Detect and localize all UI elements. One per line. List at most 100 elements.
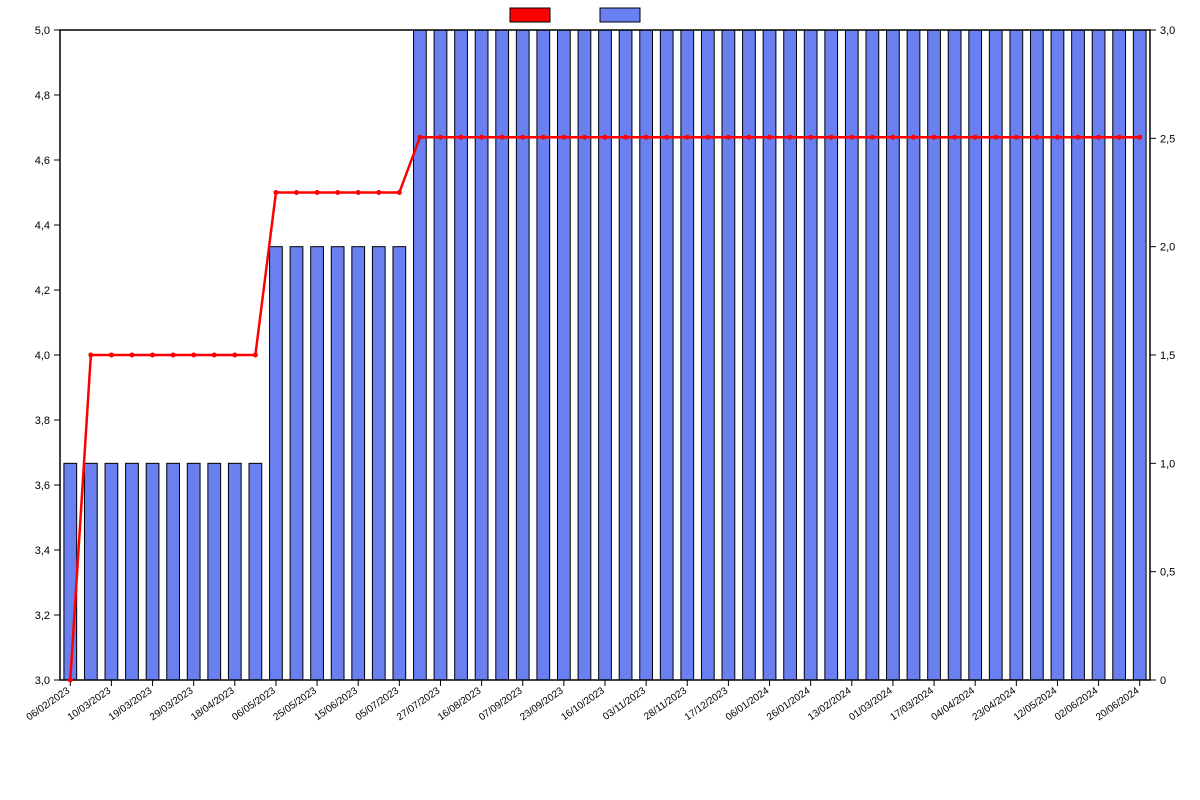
line-marker [746, 135, 751, 140]
x-axis: 06/02/202310/03/202319/03/202329/03/2023… [25, 680, 1142, 723]
bar [228, 463, 241, 680]
bar [845, 30, 858, 680]
line-marker [376, 190, 381, 195]
left-axis-tick-label: 3,0 [35, 675, 50, 687]
x-axis-tick-label: 02/06/2024 [1053, 685, 1101, 723]
line-marker [870, 135, 875, 140]
line-marker [417, 135, 422, 140]
bar [907, 30, 920, 680]
line-marker [829, 135, 834, 140]
bar [825, 30, 838, 680]
line-marker [685, 135, 690, 140]
left-axis-tick-label: 3,2 [35, 610, 50, 622]
x-axis-tick-label: 06/01/2024 [724, 685, 772, 723]
x-axis-tick-label: 26/01/2024 [765, 685, 813, 723]
x-axis-tick-label: 20/06/2024 [1094, 685, 1142, 723]
line-marker [212, 353, 217, 358]
bar [455, 30, 468, 680]
bar [1031, 30, 1044, 680]
bar [167, 463, 180, 680]
right-axis-tick-label: 1,0 [1160, 458, 1175, 470]
line-marker [171, 353, 176, 358]
left-axis-tick-label: 3,4 [35, 545, 50, 557]
bar [84, 463, 97, 680]
bar [784, 30, 797, 680]
x-axis-tick-label: 04/04/2024 [930, 685, 978, 723]
combo-chart: 3,03,23,43,63,84,04,24,44,64,85,000,51,0… [0, 0, 1200, 800]
bar [414, 30, 427, 680]
line-marker [849, 135, 854, 140]
left-axis-tick-label: 5,0 [35, 25, 50, 37]
bar [537, 30, 550, 680]
line-marker [479, 135, 484, 140]
x-axis-tick-label: 03/11/2023 [601, 685, 648, 723]
bar [372, 247, 385, 680]
bar [660, 30, 673, 680]
bar [1010, 30, 1023, 680]
bar [948, 30, 961, 680]
left-axis-tick-label: 4,4 [35, 220, 50, 232]
line-marker [788, 135, 793, 140]
bar [105, 463, 118, 680]
x-axis-tick-label: 13/02/2024 [806, 685, 854, 723]
x-axis-tick-label: 28/11/2023 [642, 685, 689, 723]
line-marker [1055, 135, 1060, 140]
line-marker [520, 135, 525, 140]
bar [928, 30, 941, 680]
line-marker [191, 353, 196, 358]
bar [434, 30, 447, 680]
bar [187, 463, 200, 680]
line-marker [767, 135, 772, 140]
bar [249, 463, 262, 680]
line-marker [890, 135, 895, 140]
line-marker [993, 135, 998, 140]
chart-container: 3,03,23,43,63,84,04,24,44,64,85,000,51,0… [0, 0, 1200, 800]
left-axis: 3,03,23,43,63,84,04,24,44,64,85,0 [35, 25, 60, 687]
x-axis-tick-label: 23/04/2024 [971, 685, 1019, 723]
line-marker [335, 190, 340, 195]
bar [763, 30, 776, 680]
right-axis-tick-label: 3,0 [1160, 25, 1175, 37]
bar [887, 30, 900, 680]
line-marker [932, 135, 937, 140]
bar [393, 247, 406, 680]
legend-swatch [510, 8, 550, 22]
bar [722, 30, 735, 680]
x-axis-tick-label: 17/12/2023 [683, 685, 731, 723]
line-marker [109, 353, 114, 358]
left-axis-tick-label: 4,0 [35, 350, 50, 362]
x-axis-tick-label: 29/03/2023 [148, 685, 196, 723]
line-marker [1137, 135, 1142, 140]
line-marker [603, 135, 608, 140]
x-axis-tick-label: 06/05/2023 [230, 685, 278, 723]
bar [599, 30, 612, 680]
bar [578, 30, 591, 680]
line-marker [561, 135, 566, 140]
line-marker [500, 135, 505, 140]
line-marker [1117, 135, 1122, 140]
bar [1092, 30, 1105, 680]
line-marker [1014, 135, 1019, 140]
line-marker [541, 135, 546, 140]
x-axis-tick-label: 06/02/2023 [25, 685, 73, 723]
x-axis-tick-label: 18/04/2023 [189, 685, 237, 723]
line-marker [68, 678, 73, 683]
bar [557, 30, 570, 680]
right-axis-tick-label: 1,5 [1160, 350, 1175, 362]
line-marker [294, 190, 299, 195]
line-marker [726, 135, 731, 140]
line-marker [644, 135, 649, 140]
bar [516, 30, 529, 680]
line-marker [911, 135, 916, 140]
bar [866, 30, 879, 680]
bar [352, 247, 365, 680]
bar [1051, 30, 1064, 680]
line-marker [1096, 135, 1101, 140]
bar [475, 30, 488, 680]
bar [331, 247, 344, 680]
line-marker [1076, 135, 1081, 140]
left-axis-tick-label: 4,2 [35, 285, 50, 297]
left-axis-tick-label: 4,8 [35, 90, 50, 102]
x-axis-tick-label: 12/05/2024 [1012, 685, 1060, 723]
bar [743, 30, 756, 680]
